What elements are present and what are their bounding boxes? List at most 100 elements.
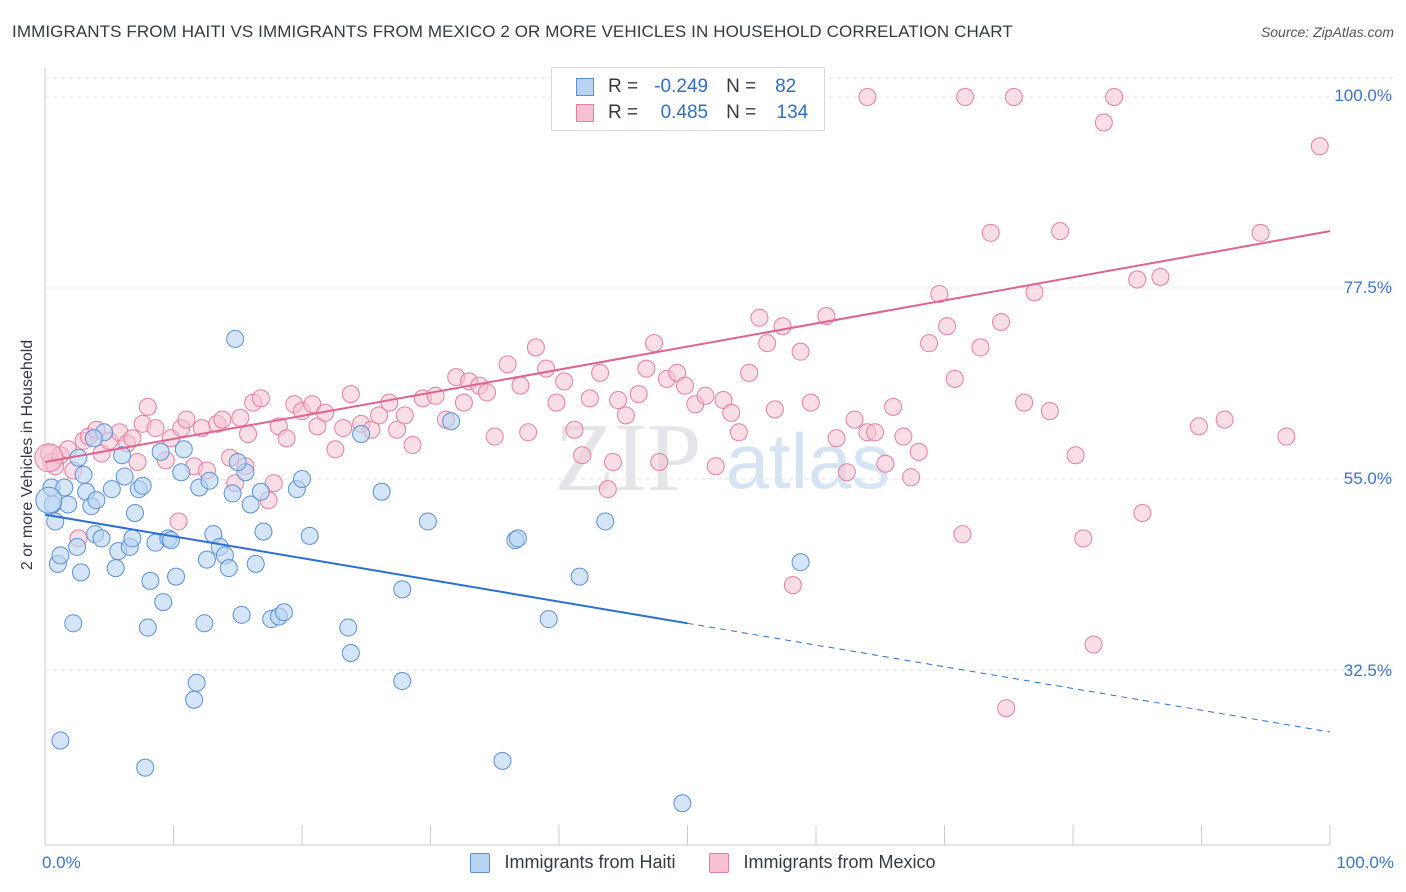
mexico-legend-label: Immigrants from Mexico [743, 852, 936, 872]
haiti-point [64, 614, 83, 633]
mexico-point [239, 425, 258, 444]
haiti-point [87, 491, 106, 510]
haiti-point [174, 440, 193, 459]
haiti-trend-extension [687, 622, 1331, 733]
mexico-point [213, 410, 232, 429]
mexico-point [1133, 503, 1152, 522]
mexico-point [169, 512, 188, 531]
haiti-point [151, 442, 170, 461]
mexico-point [1084, 635, 1103, 654]
mexico-point [783, 576, 802, 595]
mexico-point [326, 440, 345, 459]
mexico-point [858, 88, 877, 106]
mexico-point [953, 525, 972, 544]
haiti-swatch [576, 78, 594, 96]
haiti-point [92, 529, 111, 548]
mexico-point [1066, 446, 1085, 465]
mexico-point [909, 442, 928, 461]
mexico-point [801, 393, 820, 412]
mexico-point [370, 406, 389, 425]
haiti-point [172, 463, 191, 482]
mexico-point [1310, 137, 1329, 156]
mexico-point [537, 359, 556, 378]
haiti-point [136, 758, 155, 777]
haiti-point [442, 412, 461, 431]
haiti-point [339, 618, 358, 637]
haiti-point [102, 480, 121, 499]
mexico-point [485, 427, 504, 446]
mexico-point [403, 436, 422, 455]
haiti-point [200, 471, 219, 490]
mexico-point [580, 389, 599, 408]
mexico-point [1151, 267, 1170, 286]
haiti-point [251, 482, 270, 501]
mexico-point [498, 355, 517, 374]
mexico-point [380, 393, 399, 412]
haiti-point [226, 329, 245, 348]
mexico-point [971, 338, 990, 357]
haiti-point [341, 644, 360, 663]
y-tick-label: 77.5% [1343, 278, 1392, 297]
haiti-point [300, 526, 319, 545]
haiti-point [74, 465, 93, 484]
mexico-point [1074, 529, 1093, 548]
grid-lines [45, 77, 1395, 671]
haiti-point [393, 580, 412, 599]
mexico-point [945, 369, 964, 388]
haiti-legend-label: Immigrants from Haiti [504, 852, 676, 872]
mexico-cluster-point [34, 443, 64, 473]
haiti-point [493, 751, 512, 770]
mexico-point [675, 376, 694, 395]
series-legend: Immigrants from Haiti Immigrants from Me… [0, 852, 1406, 873]
mexico-point [591, 363, 610, 382]
mexico-point [750, 308, 769, 327]
legend-row-mexico: R = 0.485 N = 134 [576, 101, 808, 125]
mexico-point [729, 423, 748, 442]
haiti-point [241, 495, 260, 514]
legend-item-haiti: Immigrants from Haiti [470, 852, 675, 873]
legend-n-label: N = [726, 76, 757, 97]
mexico-point [454, 393, 473, 412]
mexico-legend-swatch [709, 852, 730, 873]
haiti-point [232, 605, 251, 624]
mexico-point [616, 406, 635, 425]
mexico-point [696, 386, 715, 405]
mexico-point [650, 453, 669, 472]
haiti-point [185, 690, 204, 709]
haiti-point [570, 567, 589, 586]
mexico-point [1040, 402, 1059, 421]
mexico-point [478, 383, 497, 402]
mexico-point [277, 429, 296, 448]
mexico-point [740, 363, 759, 382]
mexico-point [388, 420, 407, 439]
haiti-point [372, 482, 391, 501]
mexico-point [519, 423, 538, 442]
mexico-point [308, 417, 327, 436]
haiti-trend-line [44, 513, 688, 625]
mexico-point [1189, 417, 1208, 436]
mexico-point [251, 389, 270, 408]
mexico-point [1215, 410, 1234, 429]
mexico-point [526, 338, 545, 357]
mexico-point [758, 334, 777, 353]
haiti-point [197, 550, 216, 569]
haiti-point [418, 512, 437, 531]
mexico-point [1094, 113, 1113, 132]
mexico-point [997, 699, 1016, 718]
mexico-point [765, 400, 784, 419]
haiti-point [219, 559, 238, 578]
source-label: Source: ZipAtlas.com [1260, 24, 1394, 40]
haiti-point [113, 446, 132, 465]
haiti-point [106, 559, 125, 578]
mexico-point [303, 395, 322, 414]
haiti-point [133, 476, 152, 495]
mexico-point [938, 317, 957, 336]
mexico-point [264, 474, 283, 493]
haiti-point [393, 672, 412, 691]
mexico-point [341, 385, 360, 404]
mexico-n-value: 134 [776, 102, 809, 123]
legend-r-label: R = [608, 76, 639, 97]
mexico-point [722, 403, 741, 422]
haiti-point [141, 571, 160, 590]
x-tick-label: 100.0% [1336, 853, 1394, 872]
